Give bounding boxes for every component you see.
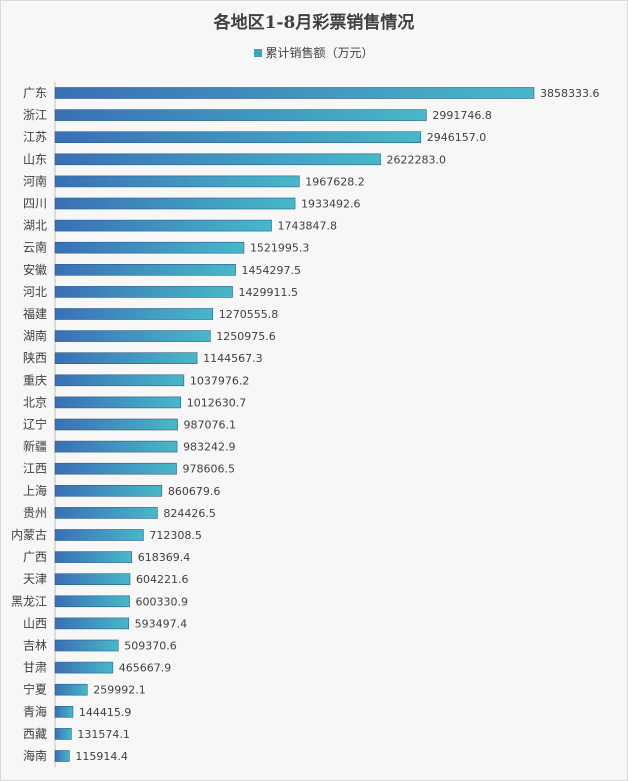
bar-30 [54,750,70,762]
value-label: 712308.5 [149,529,202,542]
value-label: 144415.9 [79,706,131,719]
value-label: 1144567.3 [203,352,262,365]
value-label: 2991746.8 [432,109,492,122]
bar-23 [54,595,130,608]
value-label: 983242.9 [183,441,236,454]
category-label: 西藏 [23,727,47,741]
value-label: 593497.4 [135,617,188,630]
category-label: 辽宁 [23,417,47,432]
bar-19 [54,507,158,519]
bar-9 [54,286,233,298]
bar-24 [54,617,129,630]
category-label: 湖北 [23,218,47,233]
bar-5 [54,197,296,210]
bar-22 [54,573,131,586]
category-label: 广西 [23,550,47,564]
category-label: 四川 [23,197,47,211]
value-label: 2946157.0 [427,131,487,144]
category-label: 湖南 [23,328,47,343]
bar-27 [54,683,88,696]
category-label: 山东 [23,152,47,166]
bar-6 [54,219,272,232]
value-label: 1454297.5 [242,264,301,277]
category-label: 山西 [23,616,47,630]
category-label: 安徽 [23,262,47,277]
value-label: 860679.6 [168,485,221,498]
value-label: 1250975.6 [216,330,276,343]
value-label: 1743847.8 [277,220,337,233]
category-label: 广东 [23,86,47,100]
legend-label: 累计销售额（万元） [265,46,374,60]
value-label: 618369.4 [138,551,191,564]
bar-20 [54,529,144,541]
value-label: 1012630.7 [187,396,247,409]
chart-title: 各地区1-8月彩票销售情况 [213,13,415,33]
category-label: 河北 [23,285,47,299]
bar-18 [54,484,163,497]
category-label: 浙江 [23,108,47,122]
bar-25 [54,639,119,652]
bar-2 [54,131,422,143]
value-label: 1270555.8 [219,308,279,321]
bar-28 [54,705,74,718]
bar-15 [54,418,178,431]
bar-26 [54,661,114,674]
value-label: 824426.5 [163,507,216,520]
value-label: 600330.9 [136,595,189,608]
category-label: 海南 [23,748,47,763]
category-label: 云南 [23,240,47,255]
category-label: 贵州 [23,506,47,520]
value-label: 1933492.6 [301,198,361,211]
category-label: 上海 [23,483,47,498]
value-label: 3858333.6 [540,87,600,100]
bar-14 [54,396,182,409]
category-label: 新疆 [23,439,47,454]
bar-12 [54,352,198,365]
category-label: 内蒙古 [11,527,47,542]
bar-11 [54,330,211,342]
value-label: 115914.4 [75,750,128,763]
bar-7 [54,241,245,254]
category-label: 青海 [23,704,47,719]
value-label: 509370.6 [124,640,176,653]
value-label: 2622283.0 [387,153,447,166]
bar-21 [54,551,133,563]
category-label: 河南 [23,173,47,188]
value-label: 1967628.2 [305,175,365,188]
bar-29 [54,728,72,740]
category-label: 甘肃 [23,661,47,675]
category-label: 江苏 [23,130,47,144]
value-label: 1521995.3 [250,242,309,255]
category-label: 重庆 [23,373,47,387]
value-label: 604221.6 [136,573,189,586]
bar-17 [54,462,177,475]
bar-1 [54,109,427,121]
bar-4 [54,175,300,188]
category-label: 陕西 [23,350,47,365]
category-label: 天津 [23,572,47,586]
bar-10 [54,308,214,320]
chart-legend: 累计销售额（万元） [0,44,628,61]
bar-16 [54,440,178,453]
bar-3 [54,153,381,166]
category-label: 北京 [23,395,47,409]
category-label: 黑龙江 [11,594,47,608]
bar-8 [54,263,236,276]
value-label: 1037976.2 [190,374,250,387]
category-label: 江西 [23,462,47,476]
bar-13 [54,374,185,387]
category-label: 吉林 [23,639,47,653]
value-label: 259992.1 [93,684,146,697]
value-label: 1429911.5 [239,286,299,299]
value-label: 987076.1 [184,419,237,432]
bar-0 [54,87,535,99]
value-label: 131574.1 [77,728,129,741]
category-label: 福建 [23,306,47,321]
value-label: 978606.5 [182,463,235,476]
legend-swatch [254,48,263,57]
value-label: 465667.9 [119,662,172,675]
category-label: 宁夏 [23,682,47,697]
